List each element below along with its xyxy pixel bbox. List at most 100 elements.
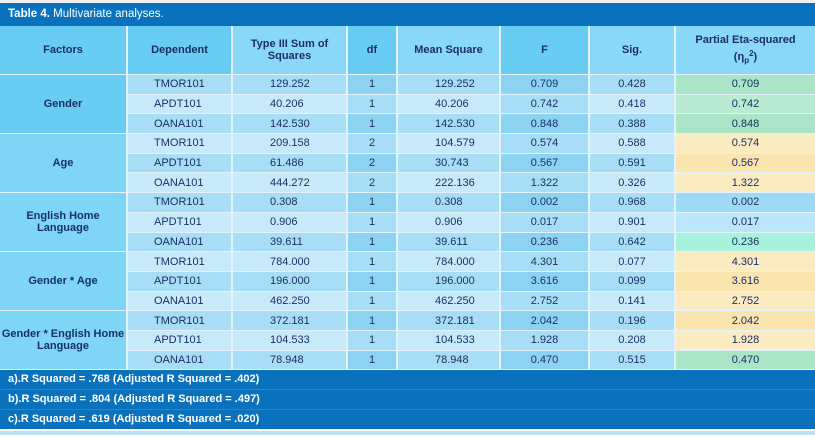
cell-f: 0.848 bbox=[501, 114, 590, 135]
column-header-label: Mean Square bbox=[414, 44, 483, 56]
cell-sig: 0.428 bbox=[590, 75, 676, 95]
cell-eta: 0.574 bbox=[676, 134, 815, 154]
factor-cell-age: Age bbox=[0, 134, 128, 194]
column-header-type3: Type III Sum of Squares bbox=[233, 26, 348, 75]
cell-type3: 104.533 bbox=[233, 330, 348, 351]
column-header-label: Type III Sum of Squares bbox=[250, 38, 329, 62]
table-row: Gender * English Home Language TMOR101 372… bbox=[0, 311, 815, 371]
cell-eta: 2.042 bbox=[676, 311, 815, 331]
table-row: OANA101 78.948 1 78.948 0.470 0.515 0.470 bbox=[0, 350, 815, 371]
cell-type3: 39.611 bbox=[233, 232, 348, 253]
column-header-dependent: Dependent bbox=[128, 26, 233, 75]
table-row: Gender * Age TMOR101 784.000 1 784.000 4.301 0… bbox=[0, 252, 815, 312]
bottom-gap bbox=[0, 429, 815, 432]
cell-df: 1 bbox=[348, 291, 398, 312]
eta-header-label: Partial Eta-squared bbox=[695, 33, 796, 46]
header-row: Factors Dependent Type III Sum of Squares d… bbox=[0, 26, 815, 75]
column-header-eta: Partial Eta-squared (ηp2) bbox=[676, 26, 815, 75]
cell-dependent: TMOR101 bbox=[128, 311, 233, 331]
eta-symbol-part: (η bbox=[733, 50, 745, 63]
cell-mean_square: 462.250 bbox=[398, 291, 501, 312]
cell-f: 2.042 bbox=[501, 311, 590, 331]
table-row: OANA101 39.611 1 39.611 0.236 0.642 0.236 bbox=[0, 232, 815, 253]
cell-eta: 2.752 bbox=[676, 291, 815, 312]
column-header-label: Sig. bbox=[621, 44, 643, 56]
column-header-label: Dependent bbox=[151, 44, 208, 56]
factor-cell-gender-age: Gender * Age bbox=[0, 252, 128, 312]
cell-f: 0.017 bbox=[501, 212, 590, 233]
eta-symbol: (ηp2) bbox=[678, 47, 813, 67]
table-row: OANA101 444.272 2 222.136 1.322 0.326 1.322 bbox=[0, 173, 815, 194]
cell-mean_square: 196.000 bbox=[398, 271, 501, 292]
column-header-factors: Factors bbox=[0, 26, 128, 75]
table-row: APDT101 61.486 2 30.743 0.567 0.591 0.567 bbox=[0, 153, 815, 174]
cell-f: 0.567 bbox=[501, 153, 590, 174]
cell-eta: 0.017 bbox=[676, 212, 815, 233]
cell-type3: 462.250 bbox=[233, 291, 348, 312]
cell-eta: 3.616 bbox=[676, 271, 815, 292]
column-header-mean_square: Mean Square bbox=[398, 26, 501, 75]
cell-mean_square: 222.136 bbox=[398, 173, 501, 194]
table-row: OANA101 462.250 1 462.250 2.752 0.141 2.752 bbox=[0, 291, 815, 312]
cell-dependent: OANA101 bbox=[128, 291, 233, 312]
cell-df: 2 bbox=[348, 173, 398, 194]
cell-type3: 142.530 bbox=[233, 114, 348, 135]
cell-sig: 0.588 bbox=[590, 134, 676, 154]
cell-df: 1 bbox=[348, 193, 398, 213]
table-footnotes: a).R Squared = .768 (Adjusted R Squared … bbox=[0, 370, 815, 430]
cell-dependent: APDT101 bbox=[128, 330, 233, 351]
cell-sig: 0.418 bbox=[590, 94, 676, 115]
table-title-text: Multivariate analyses. bbox=[49, 8, 164, 20]
cell-sig: 0.515 bbox=[590, 350, 676, 371]
cell-df: 1 bbox=[348, 271, 398, 292]
table-row: APDT101 196.000 1 196.000 3.616 0.099 3.616 bbox=[0, 271, 815, 292]
cell-df: 2 bbox=[348, 134, 398, 154]
column-header-f: F bbox=[501, 26, 590, 75]
eta-symbol-part: p bbox=[744, 55, 750, 65]
cell-sig: 0.208 bbox=[590, 330, 676, 351]
cell-type3: 196.000 bbox=[233, 271, 348, 292]
cell-dependent: APDT101 bbox=[128, 153, 233, 174]
cell-df: 1 bbox=[348, 212, 398, 233]
column-header-sig: Sig. bbox=[590, 26, 676, 75]
table-row: Age TMOR101 209.158 2 104.579 0.574 0.588 0.574 bbox=[0, 134, 815, 194]
eta-symbol-part: 2 bbox=[749, 48, 754, 58]
cell-sig: 0.077 bbox=[590, 252, 676, 272]
footnote-a: a).R Squared = .768 (Adjusted R Squared … bbox=[8, 373, 260, 386]
cell-dependent: APDT101 bbox=[128, 212, 233, 233]
cell-type3: 784.000 bbox=[233, 252, 348, 272]
cell-f: 0.574 bbox=[501, 134, 590, 154]
cell-mean_square: 0.308 bbox=[398, 193, 501, 213]
factor-cell-gender: Gender bbox=[0, 75, 128, 135]
footnote-c: c).R Squared = .619 (Adjusted R Squared … bbox=[0, 409, 815, 429]
cell-type3: 61.486 bbox=[233, 153, 348, 174]
cell-type3: 129.252 bbox=[233, 75, 348, 95]
cell-dependent: APDT101 bbox=[128, 94, 233, 115]
top-edge-strip bbox=[0, 0, 815, 3]
cell-eta: 0.709 bbox=[676, 75, 815, 95]
cell-sig: 0.326 bbox=[590, 173, 676, 194]
cell-f: 1.928 bbox=[501, 330, 590, 351]
cell-type3: 0.308 bbox=[233, 193, 348, 213]
cell-f: 0.742 bbox=[501, 94, 590, 115]
cell-dependent: TMOR101 bbox=[128, 252, 233, 272]
cell-mean_square: 104.579 bbox=[398, 134, 501, 154]
cell-f: 3.616 bbox=[501, 271, 590, 292]
cell-mean_square: 142.530 bbox=[398, 114, 501, 135]
cell-mean_square: 129.252 bbox=[398, 75, 501, 95]
cell-eta: 4.301 bbox=[676, 252, 815, 272]
cell-f: 1.322 bbox=[501, 173, 590, 194]
cell-eta: 0.567 bbox=[676, 153, 815, 174]
cell-dependent: OANA101 bbox=[128, 232, 233, 253]
bottom-edge-strip bbox=[0, 431, 815, 436]
cell-sig: 0.901 bbox=[590, 212, 676, 233]
cell-f: 0.709 bbox=[501, 75, 590, 95]
cell-dependent: OANA101 bbox=[128, 114, 233, 135]
table-row: Gender TMOR101 129.252 1 129.252 0.709 0.428 0.… bbox=[0, 75, 815, 135]
cell-mean_square: 78.948 bbox=[398, 350, 501, 371]
cell-type3: 78.948 bbox=[233, 350, 348, 371]
cell-mean_square: 104.533 bbox=[398, 330, 501, 351]
eta-symbol-part: ) bbox=[753, 50, 758, 63]
table-row: APDT101 0.906 1 0.906 0.017 0.901 0.017 bbox=[0, 212, 815, 233]
column-header-label: Factors bbox=[43, 44, 83, 56]
